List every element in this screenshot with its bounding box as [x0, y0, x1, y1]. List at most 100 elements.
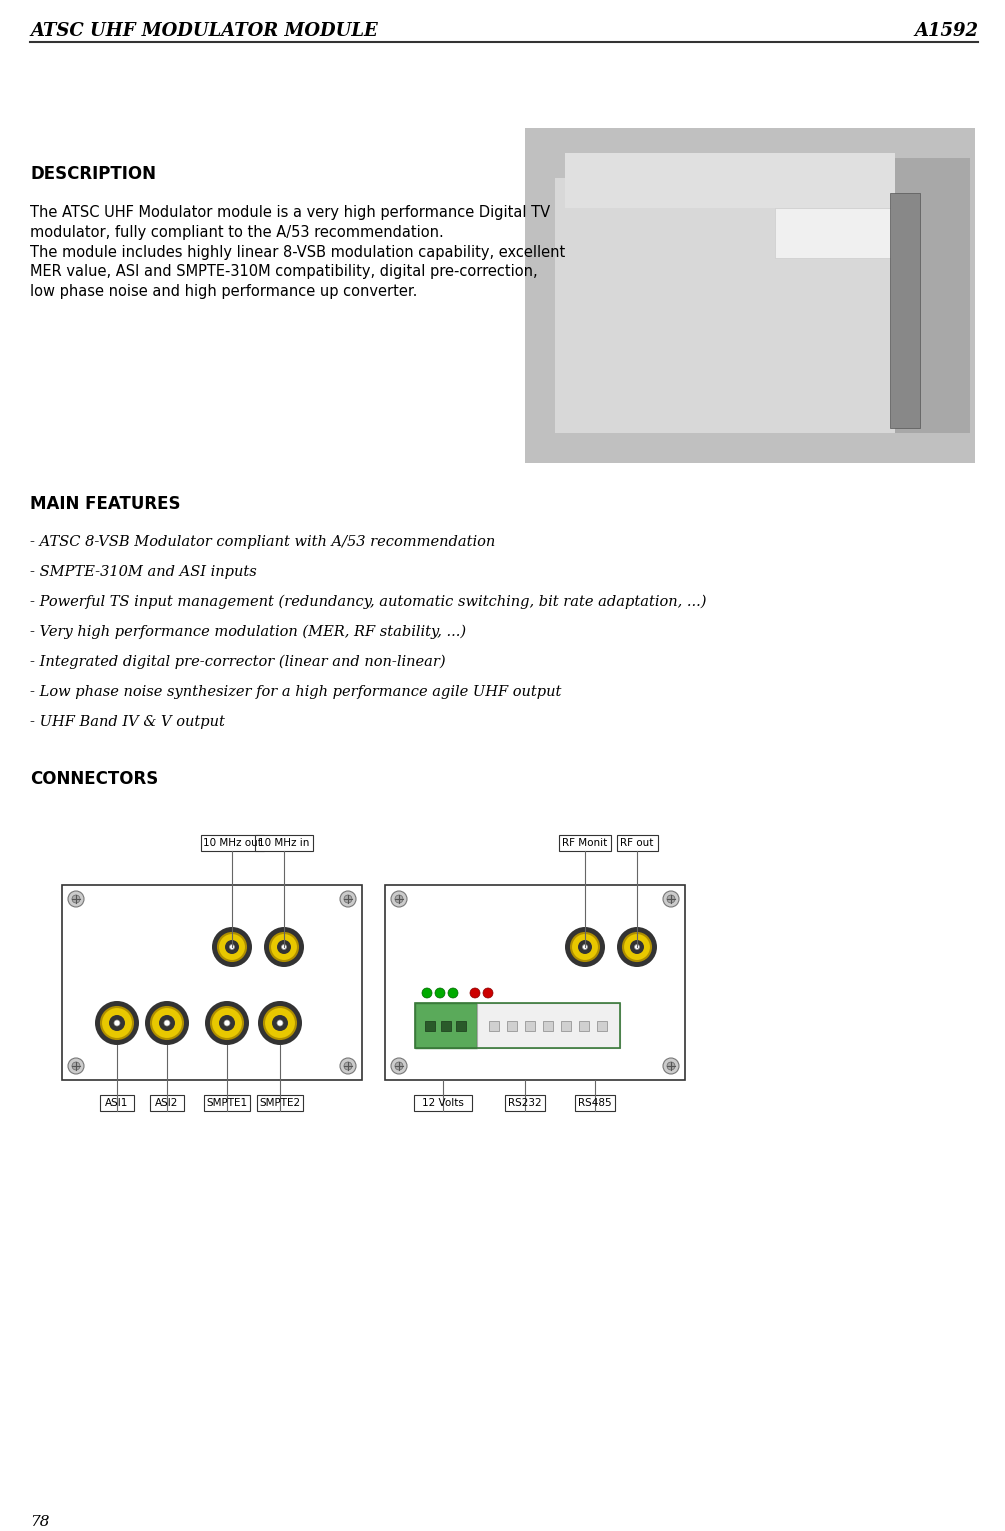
- Circle shape: [583, 945, 588, 949]
- Circle shape: [151, 1007, 183, 1040]
- Circle shape: [663, 1058, 679, 1075]
- Text: The ATSC UHF Modulator module is a very high performance Digital TV
modulator, f: The ATSC UHF Modulator module is a very …: [30, 205, 565, 299]
- Circle shape: [344, 1063, 352, 1070]
- Text: RS485: RS485: [578, 1098, 612, 1108]
- Text: - UHF Band IV & V output: - UHF Band IV & V output: [30, 715, 225, 729]
- Bar: [579, 1021, 589, 1030]
- Circle shape: [164, 1020, 170, 1026]
- Text: CONNECTORS: CONNECTORS: [30, 770, 158, 788]
- Bar: [508, 1021, 518, 1030]
- Circle shape: [483, 987, 493, 998]
- Text: 10 MHz out: 10 MHz out: [203, 837, 261, 848]
- Text: A1592: A1592: [914, 21, 978, 40]
- Circle shape: [277, 1020, 283, 1026]
- Circle shape: [435, 987, 445, 998]
- Bar: [456, 1021, 466, 1030]
- Text: - SMPTE-310M and ASI inputs: - SMPTE-310M and ASI inputs: [30, 565, 256, 579]
- Circle shape: [634, 945, 639, 949]
- Bar: [544, 1021, 553, 1030]
- Circle shape: [109, 1015, 125, 1030]
- Bar: [201, 834, 263, 851]
- Circle shape: [667, 896, 675, 903]
- Bar: [565, 153, 895, 208]
- Circle shape: [277, 940, 291, 954]
- Bar: [775, 208, 895, 259]
- Circle shape: [667, 1063, 675, 1070]
- Circle shape: [281, 945, 286, 949]
- Circle shape: [448, 987, 458, 998]
- Circle shape: [630, 940, 644, 954]
- Circle shape: [571, 932, 599, 961]
- Circle shape: [72, 1063, 80, 1070]
- Bar: [62, 885, 362, 1079]
- Text: 78: 78: [30, 1516, 49, 1529]
- Circle shape: [340, 1058, 356, 1075]
- Circle shape: [68, 1058, 84, 1075]
- Bar: [385, 885, 685, 1079]
- Bar: [257, 1095, 303, 1112]
- Text: MAIN FEATURES: MAIN FEATURES: [30, 495, 181, 513]
- Text: ASI2: ASI2: [156, 1098, 179, 1108]
- Bar: [415, 1003, 620, 1049]
- Text: - Integrated digital pre-corrector (linear and non-linear): - Integrated digital pre-corrector (line…: [30, 655, 445, 669]
- Circle shape: [114, 1020, 120, 1026]
- Bar: [100, 1095, 134, 1112]
- Circle shape: [264, 1007, 296, 1040]
- Text: 12 Volts: 12 Volts: [422, 1098, 464, 1108]
- Circle shape: [395, 896, 403, 903]
- Bar: [476, 1003, 620, 1049]
- Text: - Low phase noise synthesizer for a high performance agile UHF output: - Low phase noise synthesizer for a high…: [30, 684, 562, 700]
- Bar: [255, 834, 313, 851]
- Circle shape: [391, 891, 407, 906]
- Bar: [555, 178, 945, 433]
- Text: 10 MHz in: 10 MHz in: [258, 837, 310, 848]
- Circle shape: [264, 926, 304, 968]
- Circle shape: [218, 932, 246, 961]
- Text: DESCRIPTION: DESCRIPTION: [30, 165, 156, 184]
- Bar: [150, 1095, 184, 1112]
- Bar: [204, 1095, 250, 1112]
- Circle shape: [340, 891, 356, 906]
- Bar: [575, 1095, 615, 1112]
- Text: - ATSC 8-VSB Modulator compliant with A/53 recommendation: - ATSC 8-VSB Modulator compliant with A/…: [30, 534, 495, 550]
- Circle shape: [258, 1001, 302, 1046]
- Text: ATSC UHF MODULATOR MODULE: ATSC UHF MODULATOR MODULE: [30, 21, 378, 40]
- Circle shape: [270, 932, 298, 961]
- Circle shape: [391, 1058, 407, 1075]
- Circle shape: [159, 1015, 175, 1030]
- Circle shape: [578, 940, 592, 954]
- Bar: [561, 1021, 571, 1030]
- Circle shape: [422, 987, 432, 998]
- Bar: [415, 1003, 476, 1049]
- Text: - Very high performance modulation (MER, RF stability, ...): - Very high performance modulation (MER,…: [30, 625, 466, 640]
- Circle shape: [72, 896, 80, 903]
- Circle shape: [224, 1020, 230, 1026]
- Circle shape: [145, 1001, 189, 1046]
- Circle shape: [623, 932, 651, 961]
- Text: - Powerful TS input management (redundancy, automatic switching, bit rate adapta: - Powerful TS input management (redundan…: [30, 596, 707, 609]
- Circle shape: [68, 891, 84, 906]
- Circle shape: [100, 1007, 133, 1040]
- Circle shape: [95, 1001, 139, 1046]
- Bar: [441, 1021, 451, 1030]
- Circle shape: [211, 1007, 243, 1040]
- Circle shape: [344, 896, 352, 903]
- Circle shape: [205, 1001, 249, 1046]
- Circle shape: [565, 926, 605, 968]
- Bar: [895, 158, 970, 433]
- Bar: [616, 834, 657, 851]
- Bar: [525, 129, 975, 462]
- Circle shape: [395, 1063, 403, 1070]
- Circle shape: [272, 1015, 288, 1030]
- Text: RF out: RF out: [620, 837, 653, 848]
- Circle shape: [219, 1015, 235, 1030]
- Text: SMPTE2: SMPTE2: [259, 1098, 300, 1108]
- Circle shape: [617, 926, 657, 968]
- Bar: [414, 1095, 472, 1112]
- Circle shape: [229, 945, 234, 949]
- Bar: [526, 1021, 536, 1030]
- Bar: [489, 1021, 499, 1030]
- Circle shape: [470, 987, 480, 998]
- Text: RS232: RS232: [509, 1098, 542, 1108]
- Bar: [505, 1095, 545, 1112]
